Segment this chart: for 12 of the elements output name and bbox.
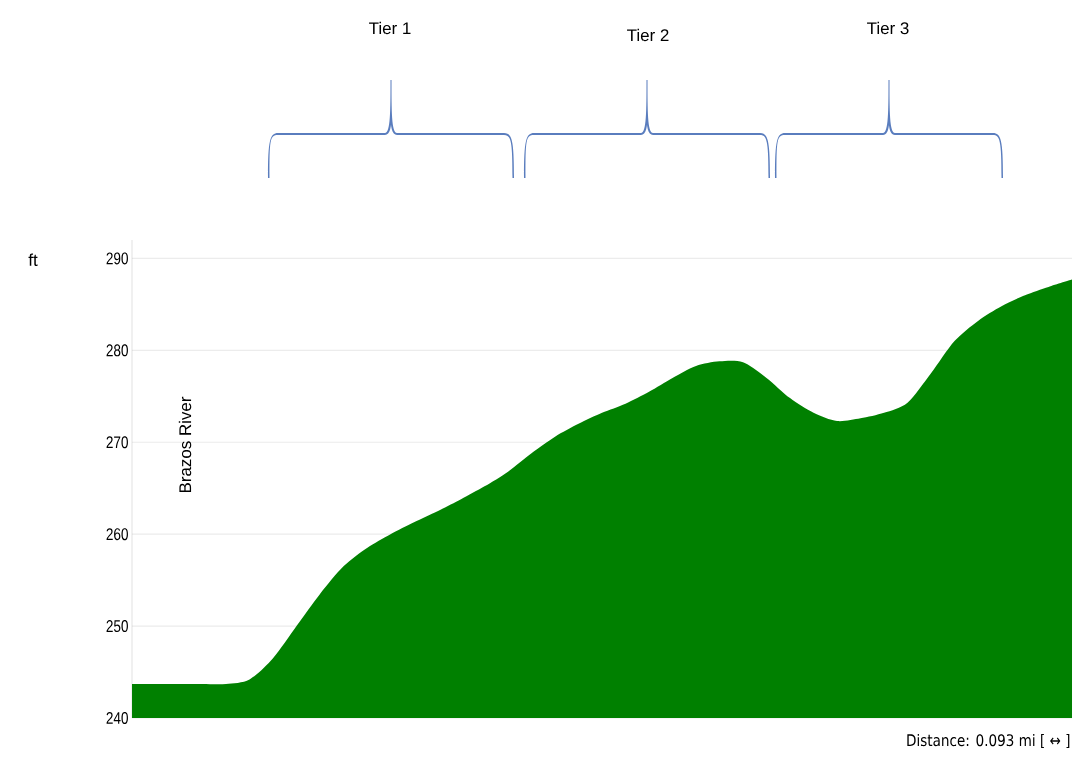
text: Distance: 0.093 mi [ ↔ ] — [907, 733, 1070, 749]
y-tick-label: 250 — [106, 620, 128, 633]
y-tick-label: 240 — [106, 712, 128, 724]
text: Tier 2 — [627, 28, 669, 42]
annotation: Brazos River — [178, 396, 192, 493]
y-tick-label: 290 — [106, 252, 128, 265]
y-tick-label: 270 — [106, 436, 128, 449]
text: Tier 1 — [369, 21, 411, 35]
text: Tier 3 — [867, 21, 909, 35]
y-tick-label: 280 — [106, 344, 128, 357]
y-axis-title: ft — [28, 253, 38, 266]
y-tick-label: 260 — [106, 528, 128, 541]
